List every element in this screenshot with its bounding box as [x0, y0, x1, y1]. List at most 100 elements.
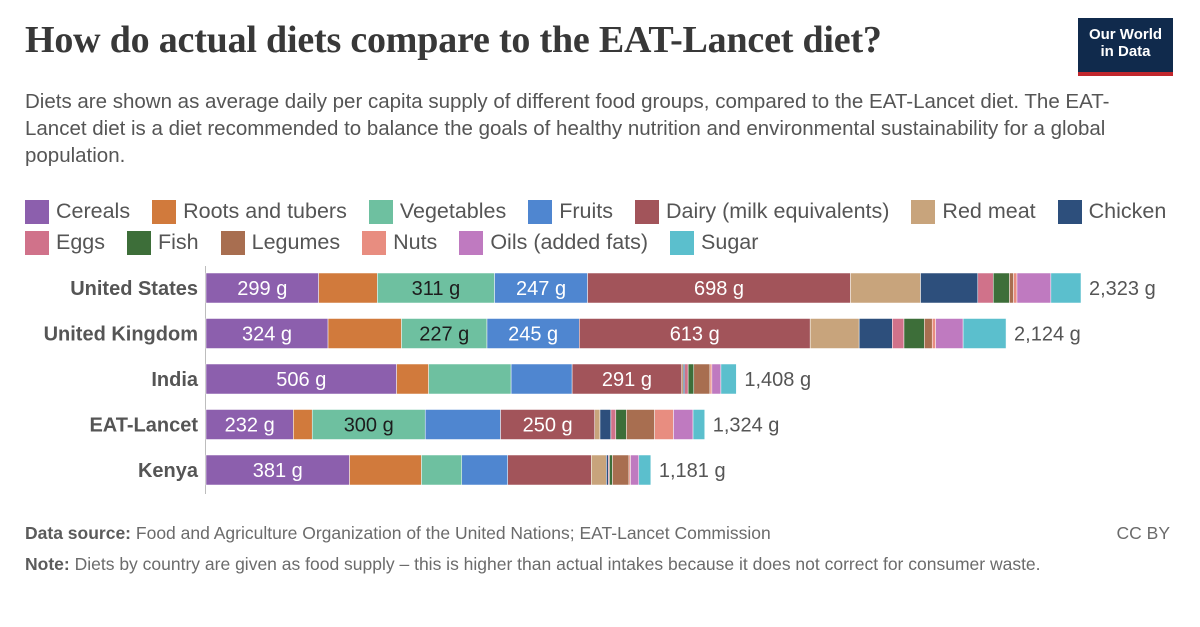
bar-kenya-vegetables[interactable] — [421, 454, 463, 486]
bar-united-states-oils-added-fats[interactable] — [1016, 272, 1052, 304]
bar-united-states-vegetables[interactable] — [377, 272, 495, 304]
bar-eat-lancet-red-meat[interactable] — [594, 409, 601, 440]
bar-united-kingdom-chicken[interactable] — [858, 318, 893, 349]
bar-india-oils-added-fats[interactable] — [711, 363, 722, 395]
legend-item-sugar[interactable]: Sugar — [670, 230, 758, 255]
data-label-india-dairy-milk-equivalents: 291 g — [602, 369, 652, 391]
bar-india-fruits[interactable] — [510, 363, 573, 395]
legend-label: Chicken — [1088, 199, 1167, 223]
legend-label: Legumes — [251, 230, 341, 254]
bar-kenya-chicken[interactable] — [606, 454, 609, 486]
legend-swatch — [220, 230, 245, 255]
bar-united-states-sugar[interactable] — [1050, 272, 1082, 304]
legend-item-vegetables[interactable]: Vegetables — [368, 199, 506, 224]
bar-kenya-red-meat[interactable] — [591, 454, 607, 486]
bar-kenya-oils-added-fats[interactable] — [630, 454, 640, 486]
bar-india-fish[interactable] — [687, 363, 695, 395]
bar-united-kingdom-eggs[interactable] — [892, 318, 905, 349]
legend-label: Roots and tubers — [183, 199, 347, 223]
bar-kenya-sugar[interactable] — [638, 454, 652, 486]
legend-swatch — [25, 199, 49, 224]
bar-india-dairy-milk-equivalents[interactable] — [571, 363, 682, 395]
legend-swatch — [152, 199, 177, 224]
bar-united-kingdom-legumes[interactable] — [924, 318, 933, 349]
bar-kenya-cereals[interactable] — [205, 454, 350, 486]
bar-eat-lancet-dairy-milk-equivalents[interactable] — [500, 409, 595, 440]
legend-label: Eggs — [56, 230, 106, 254]
bar-eat-lancet-legumes[interactable] — [626, 409, 655, 440]
bar-united-states-nuts[interactable] — [1013, 272, 1018, 304]
bar-united-kingdom-red-meat[interactable] — [809, 318, 860, 349]
legend-item-fish[interactable]: Fish — [127, 230, 199, 255]
bar-eat-lancet-vegetables[interactable] — [311, 409, 426, 440]
legend-item-red-meat[interactable]: Red meat — [911, 199, 1036, 224]
bar-eat-lancet-roots-and-tubers[interactable] — [293, 409, 313, 440]
bar-kenya-legumes[interactable] — [612, 454, 630, 486]
legend-item-fruits[interactable]: Fruits — [528, 199, 613, 224]
category-label-united-states: United States — [70, 278, 198, 300]
logo-line-1: Our World — [1088, 26, 1163, 43]
bar-eat-lancet-oils-added-fats[interactable] — [673, 409, 694, 440]
legend-item-legumes[interactable]: Legumes — [220, 230, 341, 255]
legend-item-nuts[interactable]: Nuts — [362, 230, 437, 255]
category-label-eat-lancet: EAT-Lancet — [89, 415, 198, 437]
bar-united-kingdom-sugar[interactable] — [962, 318, 1007, 349]
bar-united-states-red-meat[interactable] — [850, 272, 921, 304]
total-label-india: 1,408 g — [744, 369, 811, 391]
data-label-kenya-cereals: 381 g — [253, 460, 303, 482]
bar-india-eggs[interactable] — [684, 363, 689, 395]
bar-kenya-dairy-milk-equivalents[interactable] — [507, 454, 592, 486]
bar-united-kingdom-fish[interactable] — [903, 318, 925, 349]
license-link[interactable]: CC BY — [1116, 523, 1170, 543]
bar-india-nuts[interactable] — [709, 363, 713, 395]
bar-india-legumes[interactable] — [693, 363, 711, 395]
legend-item-dairy-milk-equivalents[interactable]: Dairy (milk equivalents) — [635, 199, 889, 224]
category-label-kenya: Kenya — [138, 460, 199, 482]
legend-swatch — [1057, 199, 1082, 224]
bar-united-states-legumes[interactable] — [1009, 272, 1014, 304]
legend-label: Cereals — [56, 199, 131, 223]
bar-eat-lancet-sugar[interactable] — [692, 409, 705, 440]
data-label-united-kingdom-fruits: 245 g — [508, 324, 558, 346]
legend-swatch — [127, 230, 152, 255]
bar-eat-lancet-chicken[interactable] — [599, 409, 612, 440]
bar-united-states-eggs[interactable] — [977, 272, 994, 304]
bar-united-kingdom-roots-and-tubers[interactable] — [327, 318, 402, 349]
legend-item-oils-added-fats[interactable]: Oils (added fats) — [459, 230, 648, 255]
data-label-united-states-cereals: 299 g — [237, 278, 287, 300]
bar-united-states-roots-and-tubers[interactable] — [318, 272, 378, 304]
bar-kenya-roots-and-tubers[interactable] — [349, 454, 422, 486]
bar-united-kingdom-dairy-milk-equivalents[interactable] — [579, 318, 811, 349]
bar-united-states-cereals[interactable] — [205, 272, 319, 304]
chart-note: Note: Diets by country are given as food… — [25, 553, 1085, 576]
bar-united-kingdom-oils-added-fats[interactable] — [935, 318, 964, 349]
legend-item-cereals[interactable]: Cereals — [25, 199, 130, 224]
bar-united-states-chicken[interactable] — [920, 272, 979, 304]
owid-logo[interactable]: Our World in Data — [1078, 18, 1173, 76]
category-label-india: India — [151, 369, 199, 391]
bar-eat-lancet-fish[interactable] — [615, 409, 627, 440]
legend-item-roots-and-tubers[interactable]: Roots and tubers — [152, 199, 347, 224]
bar-india-roots-and-tubers[interactable] — [396, 363, 429, 395]
legend-label: Nuts — [393, 230, 438, 254]
logo-line-2: in Data — [1100, 43, 1151, 60]
legend-item-eggs[interactable]: Eggs — [25, 230, 105, 255]
bar-united-states-fruits[interactable] — [494, 272, 588, 304]
bar-united-states-fish[interactable] — [992, 272, 1010, 304]
bar-eat-lancet-fruits[interactable] — [424, 409, 501, 440]
bar-kenya-fish[interactable] — [609, 454, 613, 486]
bar-india-vegetables[interactable] — [428, 363, 512, 395]
data-label-united-kingdom-dairy-milk-equivalents: 613 g — [670, 324, 720, 346]
legend-label: Oils (added fats) — [490, 230, 649, 254]
bar-india-sugar[interactable] — [720, 363, 737, 395]
bar-eat-lancet-eggs[interactable] — [610, 409, 617, 440]
bar-kenya-fruits[interactable] — [461, 454, 508, 486]
bar-india-cereals[interactable] — [205, 363, 397, 395]
bar-united-kingdom-nuts[interactable] — [931, 318, 936, 349]
bar-eat-lancet-nuts[interactable] — [654, 409, 674, 440]
legend-item-chicken[interactable]: Chicken — [1057, 199, 1167, 224]
legend-swatch — [528, 199, 553, 224]
bar-united-kingdom-vegetables[interactable] — [401, 318, 488, 349]
bar-eat-lancet-cereals[interactable] — [205, 409, 294, 440]
legend-swatch — [911, 199, 936, 224]
